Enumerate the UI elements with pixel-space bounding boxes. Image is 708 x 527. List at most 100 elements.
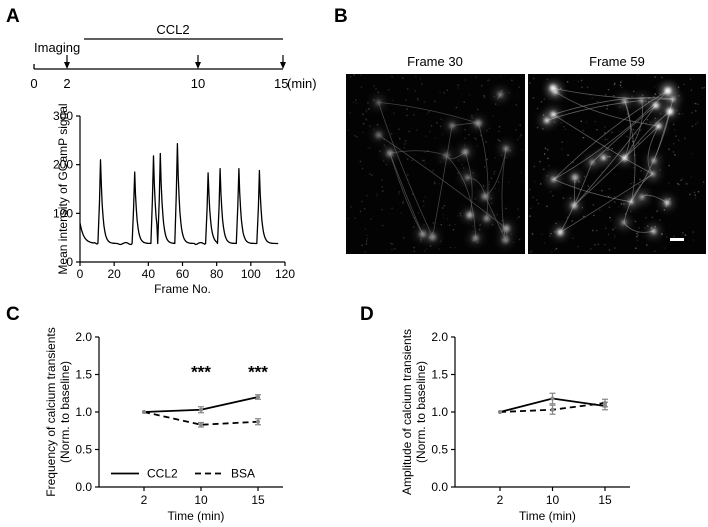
speckle <box>414 90 416 92</box>
speckle <box>562 197 565 199</box>
speckle <box>354 135 356 137</box>
neurite <box>553 179 632 203</box>
speckle <box>539 183 542 185</box>
speckle <box>471 117 473 119</box>
speckle <box>544 147 547 150</box>
speckle <box>612 228 614 231</box>
speckle <box>637 234 639 236</box>
speckle <box>618 106 621 108</box>
trace-x-tick-label: 60 <box>176 267 190 281</box>
speckle <box>654 76 656 78</box>
speckle <box>498 125 501 128</box>
speckle <box>594 120 597 123</box>
neurite <box>432 125 453 238</box>
speckle <box>497 189 500 192</box>
speckle <box>488 79 490 81</box>
speckle <box>549 191 552 193</box>
speckle <box>373 85 376 87</box>
speckle <box>567 154 569 156</box>
speckle <box>672 123 675 126</box>
speckle <box>366 237 369 240</box>
speckle <box>382 190 384 192</box>
speckle <box>362 113 364 115</box>
speckle <box>391 243 394 245</box>
speckle <box>693 102 695 104</box>
speckle <box>367 102 369 104</box>
speckle <box>424 162 426 164</box>
significance-label: *** <box>248 363 268 382</box>
speckle <box>494 187 497 190</box>
speckle <box>405 99 407 101</box>
speckle <box>608 195 611 197</box>
speckle <box>585 121 588 124</box>
speckle <box>591 97 594 99</box>
speckle <box>403 147 405 149</box>
speckle <box>529 215 531 217</box>
speckle <box>468 94 471 96</box>
speckle <box>481 85 483 87</box>
cell-soma <box>376 100 381 105</box>
speckle <box>648 97 650 99</box>
speckle <box>653 85 656 88</box>
speckle <box>387 89 390 91</box>
speckle <box>373 128 375 130</box>
speckle <box>613 236 616 238</box>
speckle <box>486 129 488 132</box>
speckle <box>689 78 692 80</box>
time-tick-label-10: 10 <box>191 76 205 91</box>
speckle <box>529 82 531 84</box>
speckle <box>666 236 668 238</box>
cell-soma <box>419 231 426 238</box>
speckle <box>366 194 368 197</box>
speckle <box>663 209 666 211</box>
trace-y-label: Mean intensity of GCamP signal <box>56 103 70 274</box>
neurite <box>553 97 674 115</box>
speckle <box>441 133 444 136</box>
speckle <box>432 169 434 172</box>
speckle <box>457 87 460 89</box>
speckle <box>596 100 599 103</box>
speckle <box>419 78 422 80</box>
speckle <box>394 248 396 250</box>
speckle <box>483 96 486 98</box>
speckle <box>593 214 595 217</box>
speckle <box>354 217 357 219</box>
frame-30-image <box>346 74 525 254</box>
speckle <box>479 224 481 226</box>
cell-soma <box>386 150 394 157</box>
speckle <box>627 136 629 138</box>
speckle <box>434 182 436 185</box>
speckle <box>564 128 567 131</box>
speckle <box>518 238 521 241</box>
speckle <box>634 220 637 223</box>
speckle <box>620 81 622 83</box>
speckle <box>498 140 501 142</box>
speckle <box>454 223 456 226</box>
speckle <box>494 103 497 105</box>
speckle <box>701 87 704 89</box>
speckle <box>347 217 350 219</box>
data-point-bsa <box>498 410 502 414</box>
speckle <box>566 81 569 83</box>
speckle <box>691 111 693 114</box>
speckle <box>422 205 425 207</box>
speckle <box>493 96 496 98</box>
cell-soma <box>651 172 655 176</box>
speckle <box>391 76 393 78</box>
speckle <box>611 131 613 134</box>
speckle <box>406 88 409 90</box>
speckle <box>677 139 680 142</box>
speckle <box>421 159 424 162</box>
speckle <box>452 229 455 231</box>
speckle <box>389 124 391 127</box>
cell-soma <box>498 92 503 97</box>
speckle <box>614 226 617 229</box>
speckle <box>486 158 488 161</box>
speckle <box>490 177 493 180</box>
speckle <box>678 95 680 97</box>
cell-soma <box>462 149 469 155</box>
speckle <box>442 217 445 219</box>
speckle <box>609 156 611 158</box>
speckle <box>668 148 670 150</box>
speckle <box>530 207 532 210</box>
